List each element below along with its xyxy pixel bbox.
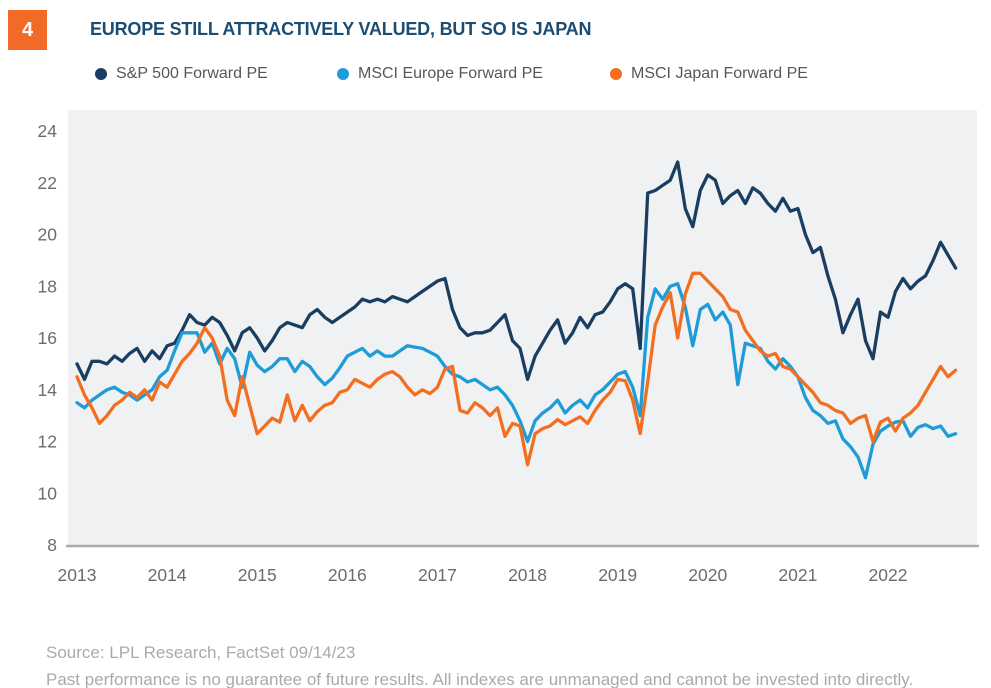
y-tick-label: 24 xyxy=(38,121,58,141)
figure-number-badge: 4 xyxy=(8,10,47,50)
y-tick-label: 8 xyxy=(47,535,57,555)
x-tick-label: 2014 xyxy=(148,565,187,585)
y-tick-label: 14 xyxy=(38,380,58,400)
series-line-msci-japan-forward-pe xyxy=(75,271,958,467)
legend-item-sp500: S&P 500 Forward PE xyxy=(95,64,268,84)
series-line-msci-europe-forward-pe xyxy=(75,282,958,480)
x-tick-label: 2016 xyxy=(328,565,367,585)
series-line-s-p-500-forward-pe xyxy=(75,160,958,382)
msci-japan-legend-swatch-icon xyxy=(610,68,622,80)
legend-label: MSCI Japan Forward PE xyxy=(631,65,808,82)
sp500-legend-swatch-icon xyxy=(95,68,107,80)
x-tick-label: 2020 xyxy=(688,565,727,585)
legend-label: S&P 500 Forward PE xyxy=(116,65,268,82)
plot-area xyxy=(68,110,977,546)
y-tick-label: 18 xyxy=(38,276,57,296)
legend-item-msci-japan: MSCI Japan Forward PE xyxy=(610,64,808,84)
x-tick-label: 2018 xyxy=(508,565,547,585)
y-tick-label: 20 xyxy=(38,225,58,245)
source-note: Source: LPL Research, FactSet 09/14/23 xyxy=(46,643,356,662)
y-tick-label: 10 xyxy=(38,483,58,503)
legend-label: MSCI Europe Forward PE xyxy=(358,65,543,82)
x-tick-label: 2021 xyxy=(778,565,817,585)
chart-legend: S&P 500 Forward PE MSCI Europe Forward P… xyxy=(0,64,991,84)
x-tick-label: 2017 xyxy=(418,565,457,585)
msci-europe-legend-swatch-icon xyxy=(337,68,349,80)
y-tick-label: 22 xyxy=(38,173,57,193)
chart-title: EUROPE STILL ATTRACTIVELY VALUED, BUT SO… xyxy=(90,19,592,39)
x-tick-label: 2015 xyxy=(238,565,277,585)
x-tick-label: 2022 xyxy=(869,565,908,585)
y-tick-label: 12 xyxy=(38,432,57,452)
disclaimer-note: Past performance is no guarantee of futu… xyxy=(46,670,914,688)
legend-item-msci-europe: MSCI Europe Forward PE xyxy=(337,64,543,84)
x-tick-label: 2019 xyxy=(598,565,637,585)
x-tick-label: 2013 xyxy=(58,565,97,585)
y-tick-label: 16 xyxy=(38,328,57,348)
